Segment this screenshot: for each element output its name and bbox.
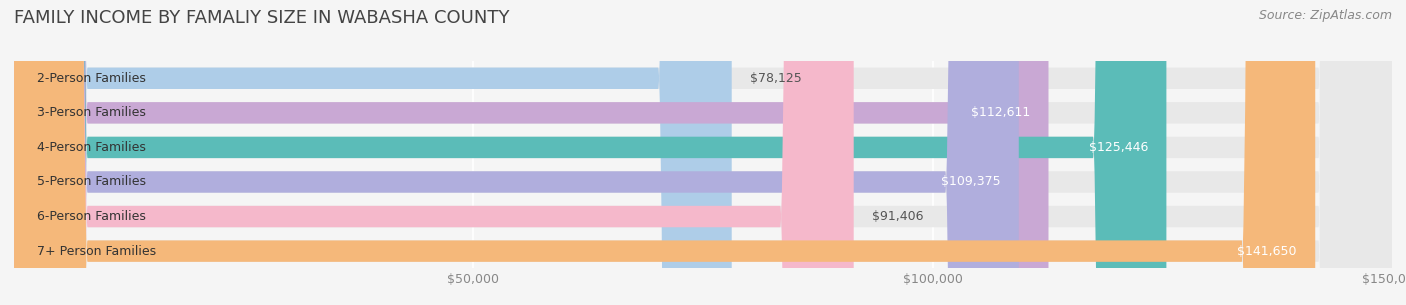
Text: Source: ZipAtlas.com: Source: ZipAtlas.com xyxy=(1258,9,1392,22)
Text: $109,375: $109,375 xyxy=(941,175,1001,188)
FancyBboxPatch shape xyxy=(14,0,1167,305)
Text: $141,650: $141,650 xyxy=(1237,245,1296,258)
FancyBboxPatch shape xyxy=(14,0,1392,305)
FancyBboxPatch shape xyxy=(14,0,853,305)
FancyBboxPatch shape xyxy=(14,0,1392,305)
Text: $78,125: $78,125 xyxy=(749,72,801,85)
FancyBboxPatch shape xyxy=(14,0,1049,305)
FancyBboxPatch shape xyxy=(14,0,1019,305)
Text: $91,406: $91,406 xyxy=(872,210,924,223)
Text: 7+ Person Families: 7+ Person Families xyxy=(37,245,156,258)
FancyBboxPatch shape xyxy=(14,0,1392,305)
Text: 6-Person Families: 6-Person Families xyxy=(37,210,146,223)
Text: 4-Person Families: 4-Person Families xyxy=(37,141,146,154)
Text: FAMILY INCOME BY FAMALIY SIZE IN WABASHA COUNTY: FAMILY INCOME BY FAMALIY SIZE IN WABASHA… xyxy=(14,9,509,27)
FancyBboxPatch shape xyxy=(14,0,1392,305)
FancyBboxPatch shape xyxy=(14,0,1392,305)
Text: 5-Person Families: 5-Person Families xyxy=(37,175,146,188)
FancyBboxPatch shape xyxy=(14,0,1392,305)
Text: 2-Person Families: 2-Person Families xyxy=(37,72,146,85)
Text: $125,446: $125,446 xyxy=(1088,141,1149,154)
FancyBboxPatch shape xyxy=(14,0,731,305)
Text: $112,611: $112,611 xyxy=(972,106,1031,119)
Text: 3-Person Families: 3-Person Families xyxy=(37,106,146,119)
FancyBboxPatch shape xyxy=(14,0,1315,305)
